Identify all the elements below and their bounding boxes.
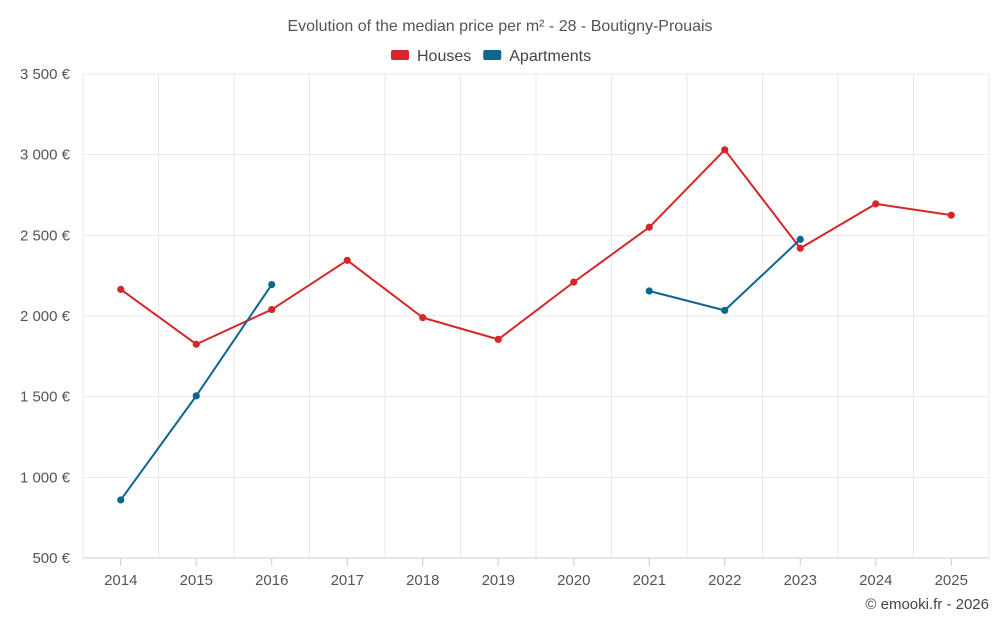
houses-point-2025[interactable] (947, 211, 955, 219)
x-tick-label: 2023 (784, 572, 817, 589)
legend-swatch (483, 50, 502, 60)
legend: Houses Apartments (391, 48, 591, 65)
houses-point-2023[interactable] (796, 244, 804, 252)
apartments-point-2023[interactable] (796, 235, 804, 243)
apartments-line (119, 283, 273, 501)
houses-line (120, 148, 952, 346)
x-tick-label: 2016 (255, 572, 288, 589)
apartments-point-2022[interactable] (721, 306, 729, 314)
houses-point-2014[interactable] (117, 285, 125, 293)
apartments-point-2021[interactable] (645, 287, 653, 295)
x-tick-label: 2018 (406, 572, 439, 589)
houses-point-2015[interactable] (192, 340, 200, 348)
legend-item-apartments[interactable]: Apartments (483, 48, 591, 65)
x-tick-label: 2025 (935, 572, 968, 589)
series-layer (117, 146, 955, 504)
x-tick-label: 2014 (104, 572, 137, 589)
y-tick-label: 3 000 € (20, 147, 71, 164)
apartments-line (649, 238, 801, 312)
x-tick-label: 2022 (708, 572, 741, 589)
y-tick-label: 1 000 € (20, 469, 71, 486)
credit-text: © emooki.fr - 2026 (865, 596, 989, 613)
y-tick-label: 3 500 € (20, 66, 71, 83)
y-tick-label: 500 € (32, 550, 70, 567)
y-tick-label: 1 500 € (20, 389, 71, 406)
grid (82, 73, 990, 558)
legend-swatch (391, 50, 409, 60)
houses-point-2020[interactable] (570, 278, 578, 286)
houses-point-2018[interactable] (419, 314, 427, 322)
houses-point-2017[interactable] (343, 256, 351, 264)
x-tick-label: 2019 (482, 572, 515, 589)
apartments-point-2015[interactable] (192, 392, 200, 400)
x-tick-label: 2017 (331, 572, 364, 589)
houses-point-2016[interactable] (268, 305, 276, 314)
y-tick-label: 2 500 € (20, 227, 71, 244)
legend-label: Apartments (509, 48, 591, 65)
axes: 500 € 1 000 € 1 500 € 2 000 € 2 500 € 3 000 €… (20, 66, 989, 589)
apartments-point-2016[interactable] (268, 280, 276, 289)
houses-point-2021[interactable] (645, 223, 653, 231)
apartments-point-2014[interactable] (117, 496, 125, 504)
x-tick-label: 2021 (633, 572, 666, 589)
legend-label: Houses (417, 48, 471, 65)
x-tick-label: 2020 (557, 572, 590, 589)
x-tick-label: 2024 (859, 572, 892, 589)
y-tick-label: 2 000 € (20, 308, 71, 325)
chart-title: Evolution of the median price per m² - 2… (287, 18, 712, 35)
houses-point-2019[interactable] (494, 335, 502, 343)
houses-point-2024[interactable] (872, 200, 880, 208)
houses-point-2022[interactable] (721, 146, 729, 154)
x-tick-label: 2015 (180, 572, 213, 589)
legend-item-houses[interactable]: Houses (391, 48, 471, 65)
